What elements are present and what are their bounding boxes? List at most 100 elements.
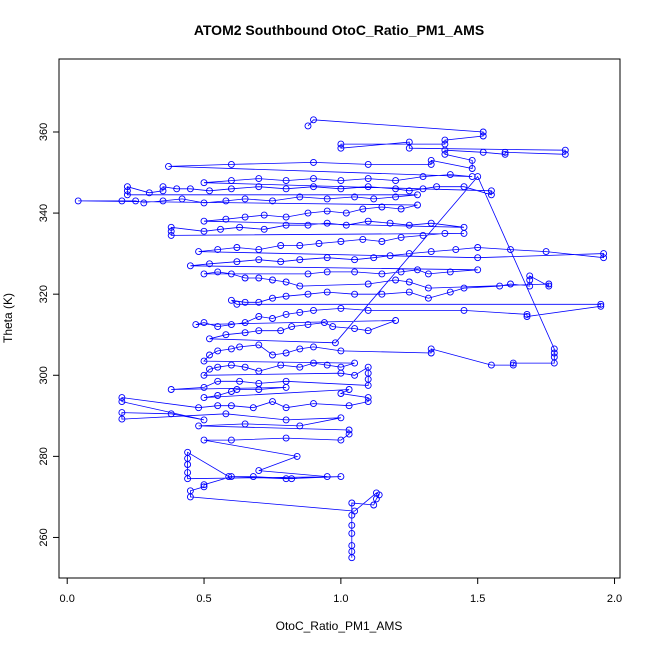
data-point xyxy=(337,238,345,245)
data-point xyxy=(277,258,285,266)
data-point xyxy=(165,162,172,170)
data-point xyxy=(296,363,304,371)
data-point xyxy=(348,529,356,537)
data-point xyxy=(200,383,208,391)
data-point xyxy=(509,359,517,367)
plot-data-layer xyxy=(74,116,608,562)
data-point xyxy=(526,276,534,284)
data-point xyxy=(460,183,468,191)
data-point xyxy=(173,185,181,193)
data-point xyxy=(323,288,331,296)
data-point xyxy=(296,282,304,290)
data-point xyxy=(282,292,290,300)
data-point xyxy=(227,296,235,304)
data-point xyxy=(542,248,550,256)
data-point xyxy=(427,160,435,168)
data-point xyxy=(364,398,372,406)
data-point xyxy=(427,219,435,227)
data-point xyxy=(200,436,208,444)
data-point xyxy=(561,146,569,154)
data-point xyxy=(296,256,304,264)
data-point xyxy=(282,475,290,483)
data-point xyxy=(545,280,553,288)
data-point xyxy=(351,325,359,333)
data-point xyxy=(214,347,222,355)
data-point xyxy=(446,288,454,296)
data-point xyxy=(167,386,175,393)
data-point xyxy=(392,185,400,193)
data-point xyxy=(118,398,126,406)
data-point xyxy=(392,193,400,201)
y-axis: 260 280 300 320 340 360 xyxy=(38,123,60,547)
data-point xyxy=(282,310,290,318)
data-point xyxy=(487,191,495,199)
data-point xyxy=(523,310,531,318)
data-point xyxy=(236,377,244,385)
data-point xyxy=(310,306,317,314)
data-point xyxy=(597,302,605,310)
data-point xyxy=(345,426,353,434)
data-point xyxy=(118,197,126,205)
data-point xyxy=(233,300,241,308)
data-point xyxy=(392,276,400,284)
data-point xyxy=(249,404,257,412)
data-point xyxy=(241,363,249,371)
data-point xyxy=(474,266,482,274)
data-point xyxy=(255,256,263,264)
data-point xyxy=(501,148,509,156)
data-point xyxy=(227,177,235,185)
data-point xyxy=(241,274,249,282)
data-point xyxy=(364,327,372,335)
data-point xyxy=(419,231,427,239)
data-point xyxy=(405,288,413,296)
data-point xyxy=(364,217,372,225)
data-point xyxy=(337,363,345,371)
data-point xyxy=(405,187,413,195)
data-point xyxy=(227,185,235,193)
data-point xyxy=(241,319,249,327)
data-point xyxy=(337,304,345,312)
data-point xyxy=(260,211,268,219)
data-point xyxy=(460,284,468,292)
x-tick-label: 2.0 xyxy=(607,593,622,605)
data-point xyxy=(159,197,167,205)
data-point xyxy=(392,317,400,324)
data-point xyxy=(167,410,175,418)
data-point xyxy=(474,254,482,262)
data-point xyxy=(255,327,263,335)
data-point xyxy=(206,335,213,343)
data-point xyxy=(424,294,432,302)
data-point xyxy=(348,542,356,550)
data-point xyxy=(227,270,235,278)
data-point xyxy=(269,197,276,205)
y-tick-label: 360 xyxy=(38,123,50,141)
data-point xyxy=(206,365,213,373)
data-point xyxy=(282,349,290,357)
data-point xyxy=(241,420,249,428)
data-point xyxy=(206,187,213,195)
data-point xyxy=(222,197,230,205)
data-point xyxy=(386,252,394,260)
y-tick-label: 280 xyxy=(38,447,50,465)
data-point xyxy=(323,219,331,227)
data-point xyxy=(441,150,449,158)
data-point xyxy=(468,165,476,172)
data-point xyxy=(200,357,208,365)
data-point xyxy=(337,347,345,355)
data-point xyxy=(345,386,353,393)
data-point xyxy=(200,319,208,327)
data-point xyxy=(370,501,378,509)
x-axis-label: OtoC_Ratio_PM1_AMS xyxy=(276,619,403,633)
data-point xyxy=(132,197,140,205)
data-point xyxy=(74,197,82,205)
data-point xyxy=(337,144,345,152)
data-point xyxy=(277,361,285,369)
data-point xyxy=(206,351,213,359)
data-point xyxy=(241,329,249,337)
x-tick-label: 0.0 xyxy=(60,593,75,605)
data-point xyxy=(200,371,208,379)
data-point xyxy=(255,379,263,387)
data-point xyxy=(329,323,337,331)
data-point xyxy=(597,300,605,308)
data-point xyxy=(348,499,356,507)
